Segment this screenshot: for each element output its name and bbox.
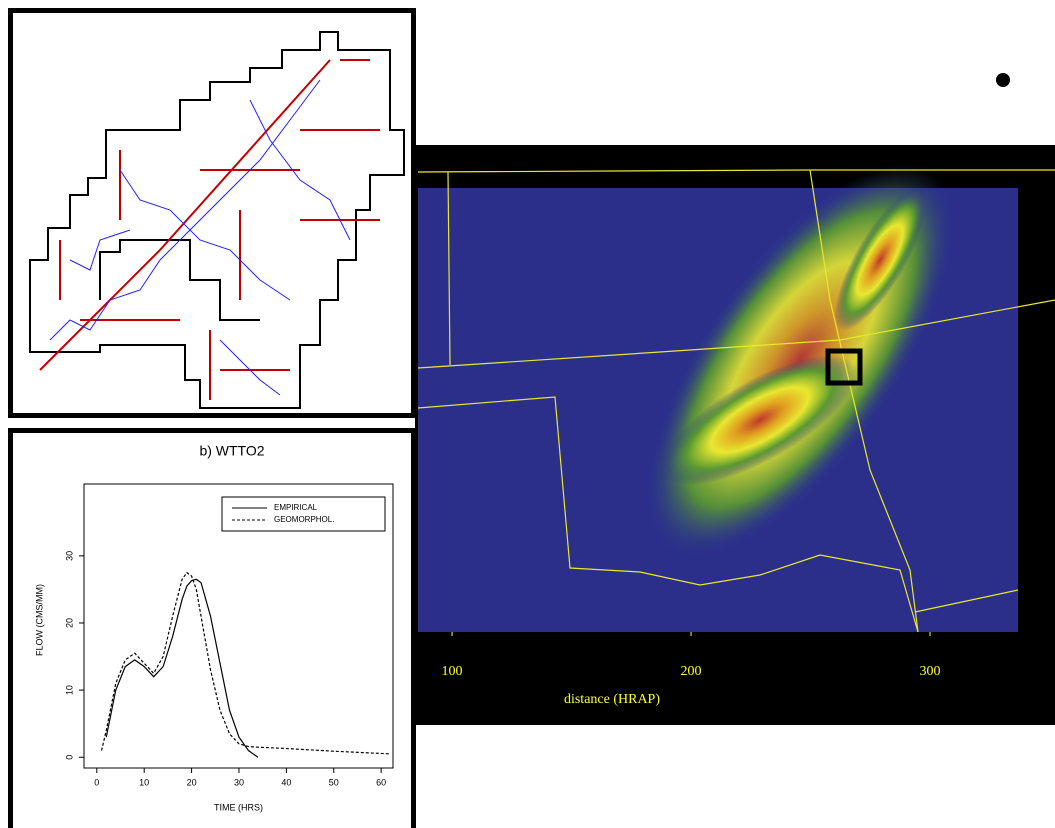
y-tick-label: 20 <box>64 618 74 628</box>
chart-title: b) WTTO2 <box>199 443 264 459</box>
y-tick-label: 0 <box>64 755 74 760</box>
y-tick-label: 10 <box>64 685 74 695</box>
legend-label: EMPIRICAL <box>274 503 318 512</box>
radar-map <box>415 117 1055 725</box>
x-tick-label: 0 <box>94 777 99 787</box>
x-tick-label: 50 <box>329 777 339 787</box>
x-tick-label: 10 <box>139 777 149 787</box>
x-axis-title: distance (HRAP) <box>564 692 660 707</box>
slide: 100200300distance (HRAP)b) WTTO201020304… <box>0 0 1055 828</box>
y-tick-label: 30 <box>64 551 74 561</box>
y-axis-title: FLOW (CMS/MM) <box>34 584 44 656</box>
x-tick-label: 300 <box>920 664 941 679</box>
x-axis-title: TIME (HRS) <box>214 802 263 812</box>
legend-box <box>222 497 385 531</box>
x-tick-label: 40 <box>281 777 291 787</box>
x-tick-label: 100 <box>442 664 463 679</box>
legend-label: GEOMORPHOL. <box>274 515 334 524</box>
x-tick-label: 20 <box>187 777 197 787</box>
basin-map <box>11 11 414 416</box>
slide-canvas: 100200300distance (HRAP)b) WTTO201020304… <box>0 0 1055 828</box>
x-tick-label: 200 <box>681 664 702 679</box>
x-tick-label: 60 <box>376 777 386 787</box>
bullet <box>996 73 1010 87</box>
x-tick-label: 30 <box>234 777 244 787</box>
